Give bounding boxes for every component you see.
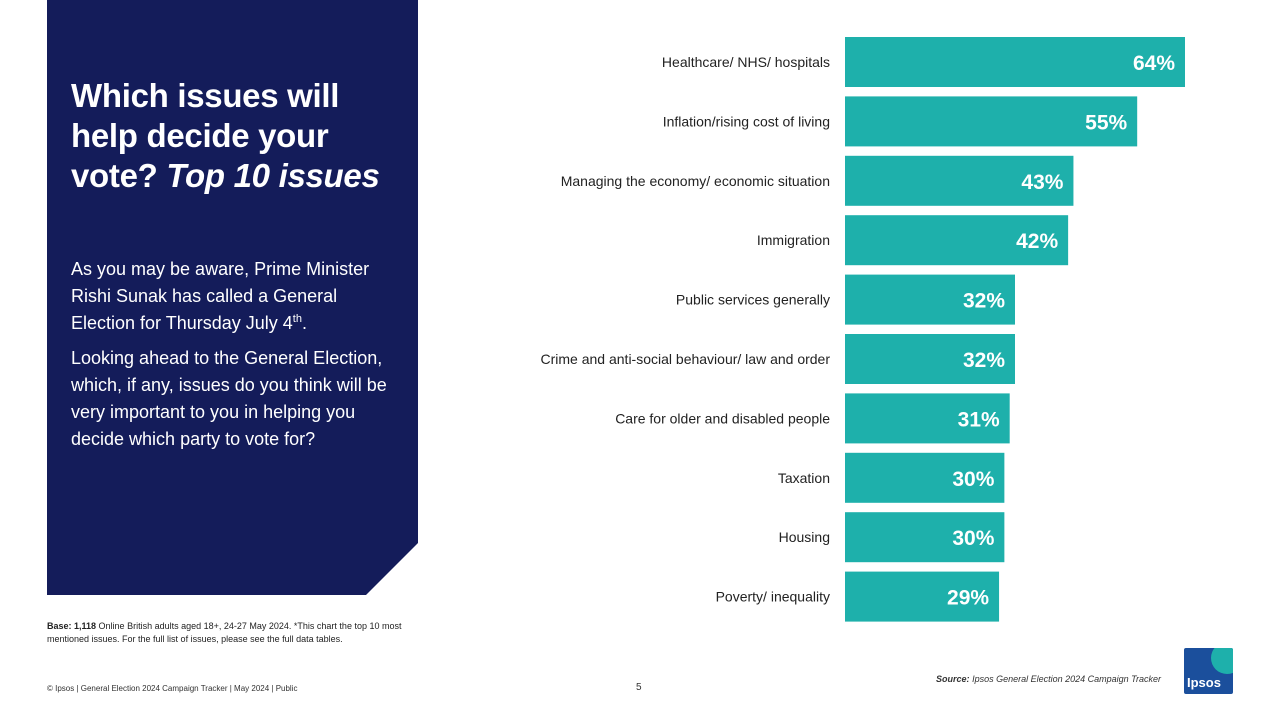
logo-text: Ipsos [1187, 675, 1221, 690]
category-label: Healthcare/ NHS/ hospitals [662, 54, 830, 70]
page-number: 5 [636, 682, 642, 693]
issues-bar-chart: Healthcare/ NHS/ hospitals 64% Inflation/r… [541, 37, 1185, 622]
question-panel: Which issues will help decide your vote?… [47, 0, 418, 595]
bar-0 [845, 37, 1185, 87]
source-label: Source: [936, 674, 970, 684]
logo-arc-icon [1211, 648, 1233, 674]
footer-text: © Ipsos | General Election 2024 Campaign… [47, 684, 298, 693]
bar-8 [845, 512, 1005, 563]
base-text: Online British adults aged 18+, 24-27 Ma… [47, 621, 402, 644]
value-label: 43% [1021, 171, 1063, 194]
panel-body: As you may be aware, Prime Minister Rish… [71, 256, 391, 461]
value-label: 31% [958, 408, 1000, 431]
bar-2 [845, 155, 1074, 206]
value-label: 32% [963, 290, 1005, 313]
category-label: Care for older and disabled people [615, 410, 830, 426]
value-label: 32% [963, 349, 1005, 372]
value-label: 29% [947, 587, 989, 610]
category-label: Managing the economy/ economic situation [561, 173, 830, 189]
value-label: 64% [1133, 52, 1175, 75]
category-label: Taxation [778, 470, 830, 486]
bar-9 [845, 571, 1000, 622]
category-label: Poverty/ inequality [716, 589, 830, 605]
value-label: 30% [952, 468, 994, 491]
source-text: Ipsos General Election 2024 Campaign Tra… [969, 674, 1161, 684]
value-label: 55% [1085, 111, 1127, 134]
bar-6 [845, 393, 1010, 444]
category-label: Public services generally [676, 292, 830, 308]
panel-title-main: Which issues will help decide your vote? [71, 77, 340, 194]
panel-title: Which issues will help decide your vote?… [71, 76, 401, 196]
category-label: Immigration [757, 232, 830, 248]
base-note: Base: 1,118 Online British adults aged 1… [47, 620, 417, 646]
source-note: Source: Ipsos General Election 2024 Camp… [936, 674, 1161, 684]
value-label: 30% [952, 527, 994, 550]
question-context: As you may be aware, Prime Minister Rish… [71, 259, 370, 333]
category-label: Inflation/rising cost of living [663, 113, 830, 129]
category-label: Crime and anti-social behaviour/ law and… [541, 351, 831, 367]
bar-4 [845, 274, 1015, 325]
panel-title-emphasis: Top 10 issues [166, 157, 380, 194]
category-label: Housing [779, 529, 830, 545]
bar-5 [845, 334, 1015, 384]
bar-3 [845, 215, 1069, 266]
question-text: Looking ahead to the General Election, w… [71, 348, 387, 449]
base-label: Base: 1,118 [47, 621, 97, 631]
ipsos-logo: Ipsos [1184, 648, 1233, 694]
bar-1 [845, 96, 1138, 147]
bar-7 [845, 452, 1005, 503]
value-label: 42% [1016, 230, 1058, 253]
